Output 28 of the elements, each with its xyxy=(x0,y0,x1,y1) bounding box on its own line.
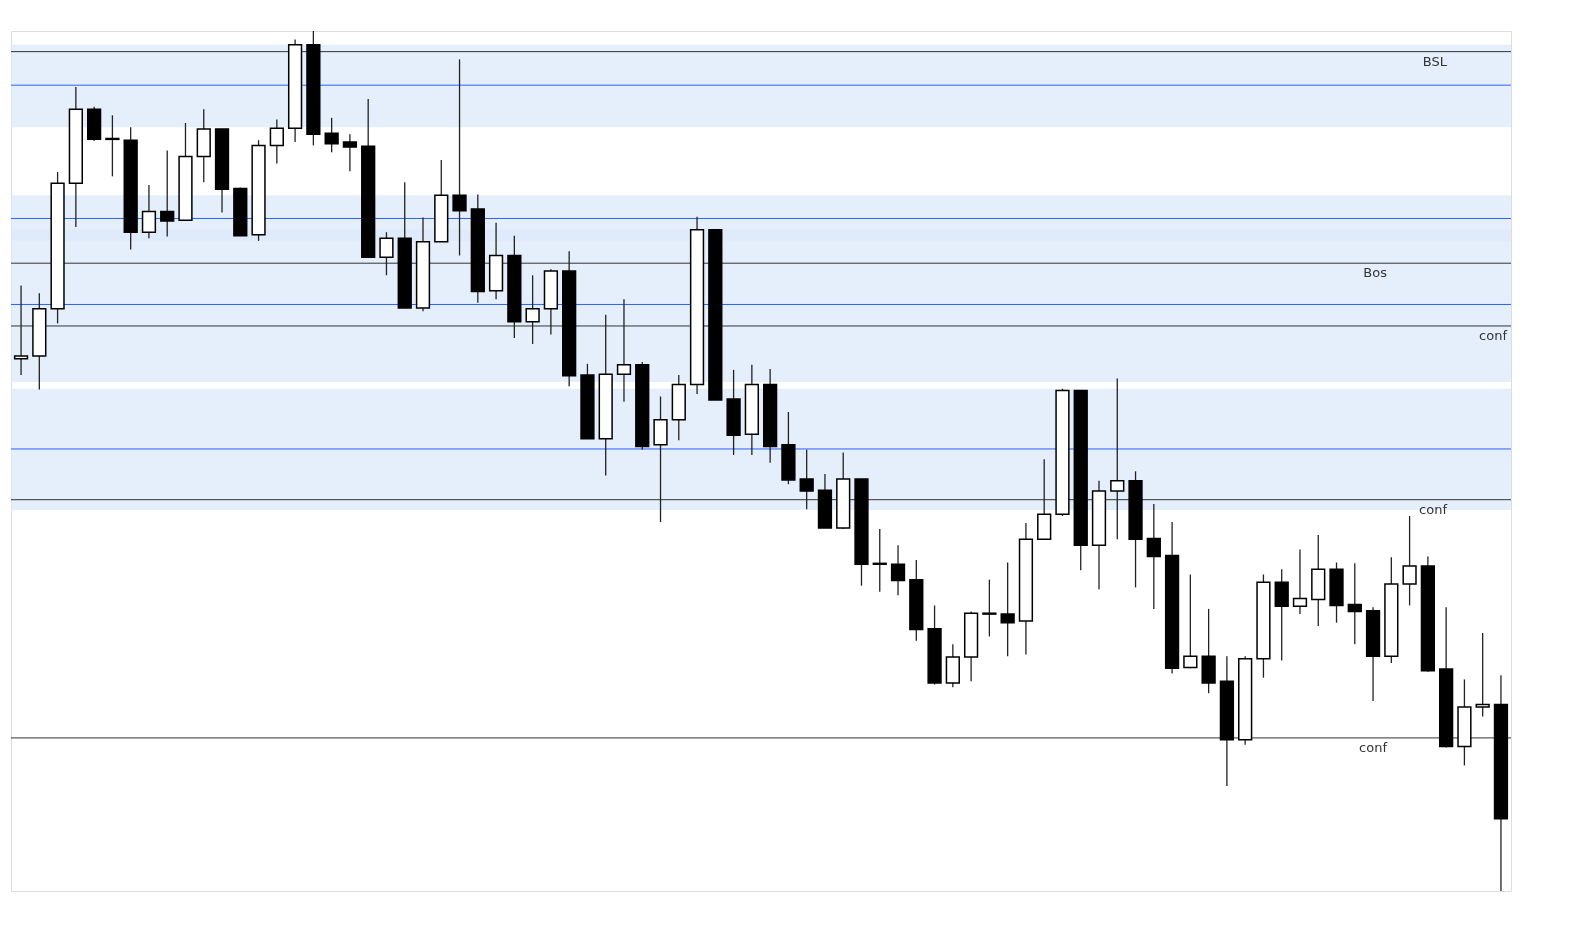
ref-line-label: conf xyxy=(1419,501,1448,517)
candlestick xyxy=(1292,548,1308,615)
candlestick xyxy=(616,298,632,403)
candlestick xyxy=(872,528,887,593)
candlestick xyxy=(13,284,29,376)
candlestick xyxy=(799,449,814,510)
candlestick xyxy=(525,274,540,345)
candlestick xyxy=(452,58,467,257)
candlestick xyxy=(269,118,284,165)
candlestick xyxy=(1347,562,1362,645)
candlestick xyxy=(141,184,157,239)
candlestick xyxy=(160,149,175,238)
candlestick xyxy=(982,579,997,638)
candlestick xyxy=(1146,503,1161,610)
ref-line-label: conf xyxy=(1479,327,1508,343)
candlestick xyxy=(324,117,339,153)
candlestick xyxy=(342,133,358,172)
candlestick xyxy=(1475,632,1490,718)
candlestick xyxy=(379,231,394,276)
ref-line-label: BSL xyxy=(1422,53,1448,69)
candlestick xyxy=(890,544,906,596)
ref-line-label: Bos xyxy=(1363,265,1388,281)
candlestick xyxy=(1183,573,1198,669)
ref-line-label: conf xyxy=(1359,739,1388,755)
candlestick xyxy=(105,114,120,177)
candlestick xyxy=(1402,515,1417,607)
candlestick xyxy=(1000,561,1015,657)
candlestick xyxy=(1110,377,1125,540)
